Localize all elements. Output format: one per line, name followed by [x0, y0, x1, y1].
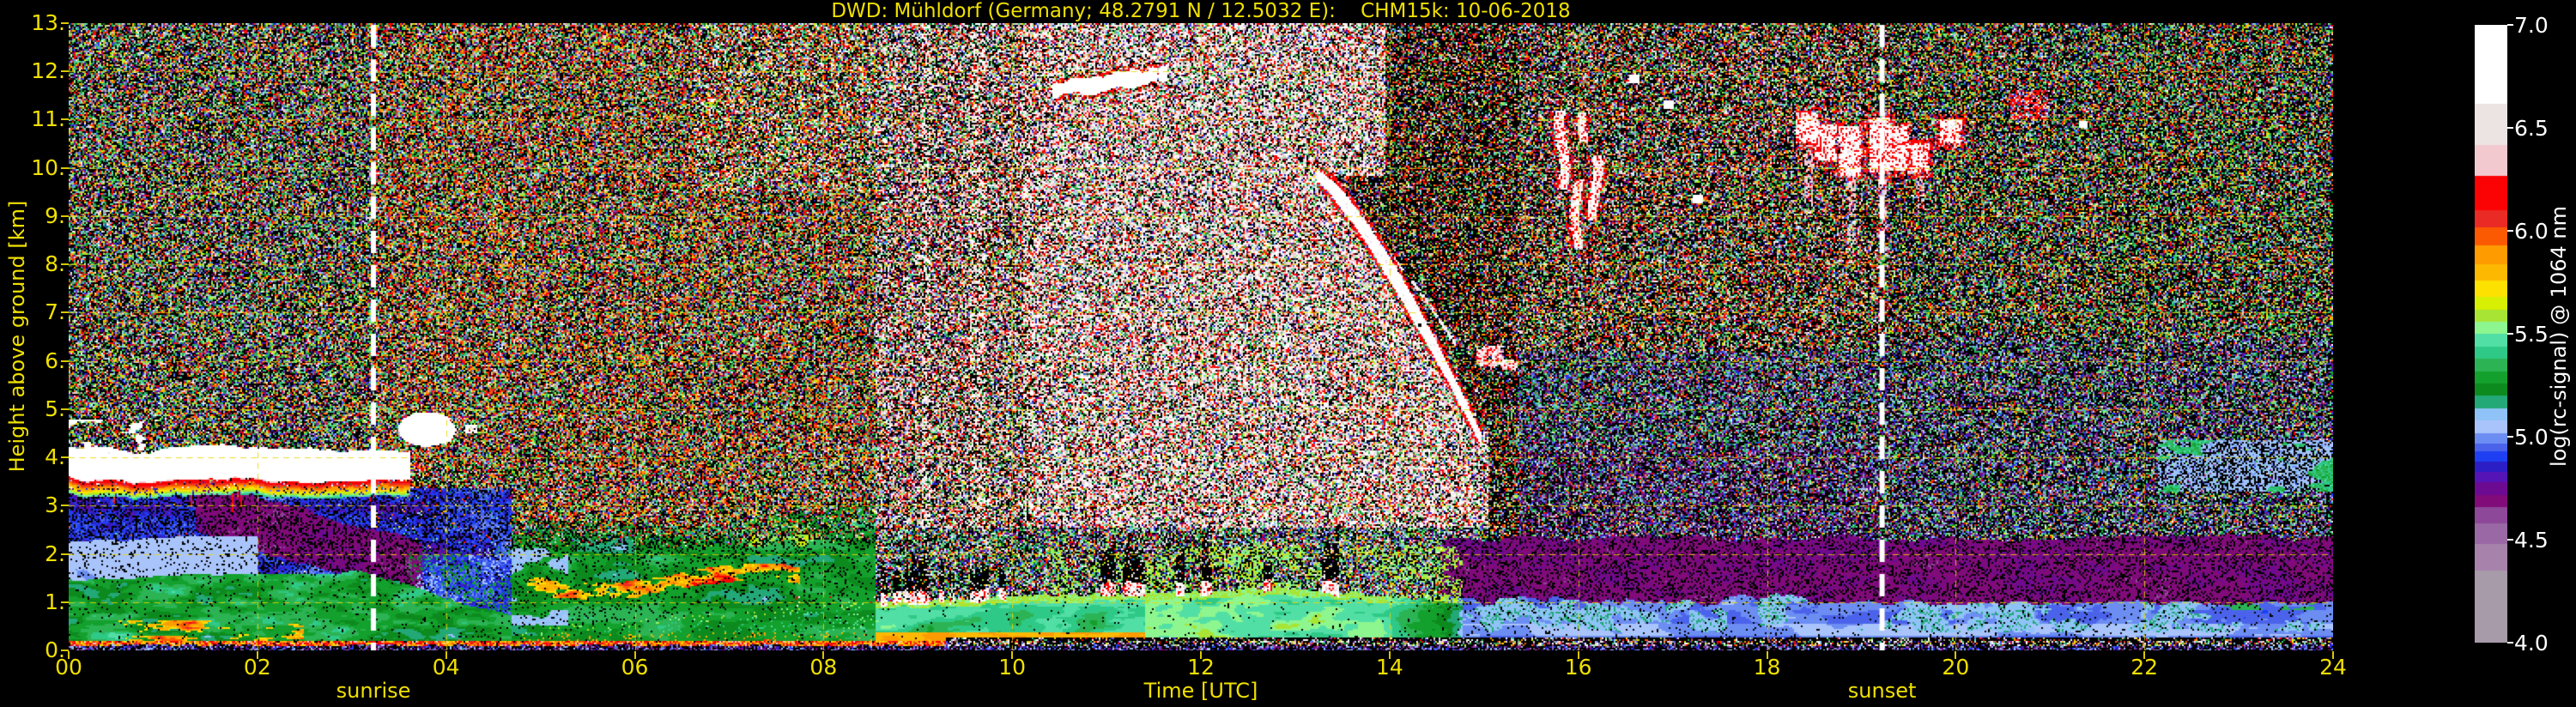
colorbar-tick-label-6.0: 6.0	[2514, 219, 2549, 244]
y-tick-mark-13	[61, 22, 69, 24]
x-tick-mark-22	[2143, 651, 2146, 659]
y-tick-label-7: 7.	[45, 299, 65, 325]
colorbar-tick-mark-6.0	[2507, 230, 2513, 232]
y-tick-mark-7	[61, 311, 69, 314]
colorbar-tick-mark-5.5	[2507, 333, 2513, 335]
y-tick-label-12: 12.	[31, 58, 65, 84]
y-tick-mark-3	[61, 505, 69, 507]
y-tick-label-10: 10.	[31, 154, 65, 180]
y-tick-label-4: 4.	[45, 444, 65, 470]
colorbar-tick-label-6.5: 6.5	[2514, 116, 2549, 141]
y-tick-label-3: 3.	[45, 492, 65, 518]
colorbar-tick-label-4.5: 4.5	[2514, 528, 2549, 553]
y-tick-label-5: 5.	[45, 396, 65, 421]
y-tick-mark-5	[61, 408, 69, 410]
colorbar-label: log(rc-signal) @ 1064 nm	[2547, 205, 2571, 468]
x-tick-mark-12	[1200, 651, 1202, 659]
y-tick-label-2: 2.	[45, 541, 65, 566]
colorbar-tick-mark-6.5	[2507, 127, 2513, 129]
colorbar-tick-label-5.0: 5.0	[2514, 425, 2549, 450]
colorbar-tick-mark-4.0	[2507, 642, 2513, 644]
y-tick-label-13: 13.	[31, 10, 65, 35]
colorbar-tick-mark-4.5	[2507, 539, 2513, 541]
y-tick-mark-11	[61, 118, 69, 121]
sunset-label: sunset	[1847, 679, 1917, 703]
y-tick-label-8: 8.	[45, 251, 65, 277]
colorbar-tick-label-4.0: 4.0	[2514, 631, 2549, 656]
x-tick-mark-10	[1011, 651, 1014, 659]
x-tick-mark-16	[1577, 651, 1579, 659]
colorbar-tick-label-5.5: 5.5	[2514, 322, 2549, 347]
y-tick-mark-0	[61, 650, 69, 651]
y-tick-mark-8	[61, 263, 69, 266]
colorbar-tick-mark-5.0	[2507, 436, 2513, 438]
x-tick-mark-06	[633, 651, 636, 659]
y-tick-label-6: 6.	[45, 347, 65, 373]
x-axis-label: Time [UTC]	[1143, 679, 1258, 703]
y-tick-label-0: 0.	[45, 638, 65, 662]
colorbar-canvas	[2475, 25, 2507, 643]
colorbar-tick-label-7.0: 7.0	[2514, 13, 2549, 38]
y-tick-mark-1	[61, 601, 69, 603]
y-tick-label-1: 1.	[45, 589, 65, 614]
y-tick-mark-2	[61, 553, 69, 555]
x-tick-mark-00	[68, 651, 70, 659]
x-tick-mark-08	[822, 651, 825, 659]
heatmap-canvas	[69, 23, 2333, 650]
x-tick-mark-04	[445, 651, 447, 659]
y-tick-mark-12	[61, 70, 69, 73]
sunrise-label: sunrise	[336, 679, 411, 703]
y-tick-mark-9	[61, 215, 69, 217]
page-title: DWD: Mühldorf (Germany; 48.2791 N / 12.5…	[831, 0, 1571, 22]
x-tick-mark-18	[1766, 651, 1768, 659]
y-tick-label-9: 9.	[45, 202, 65, 228]
colorbar-tick-mark-7.0	[2507, 24, 2513, 26]
y-tick-mark-10	[61, 166, 69, 169]
y-tick-mark-4	[61, 456, 69, 459]
y-tick-label-11: 11.	[31, 106, 65, 132]
x-tick-mark-20	[1955, 651, 1957, 659]
y-axis-label: Height above ground [km]	[5, 200, 29, 473]
x-tick-mark-02	[256, 651, 258, 659]
y-tick-mark-6	[61, 360, 69, 362]
x-tick-mark-14	[1388, 651, 1391, 659]
x-tick-mark-24	[2332, 651, 2334, 659]
